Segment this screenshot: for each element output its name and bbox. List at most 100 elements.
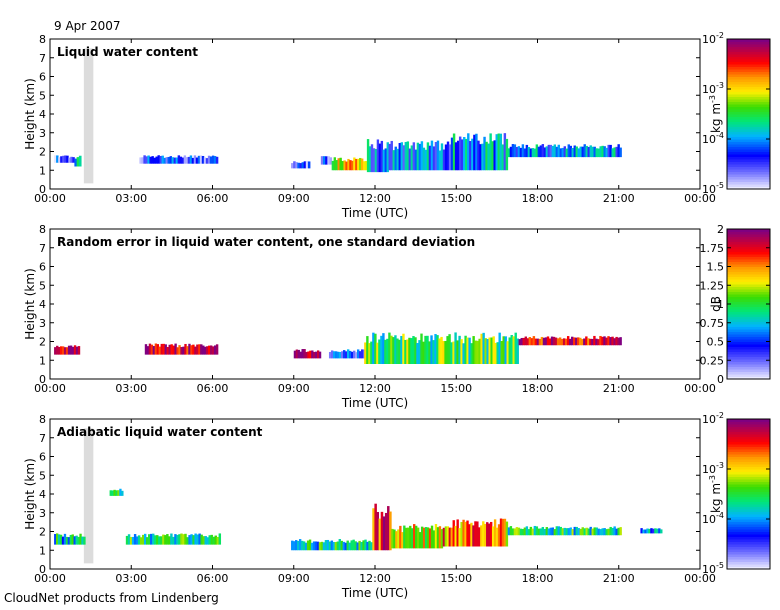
data-cell [405, 527, 408, 549]
data-cell [569, 527, 572, 536]
colorbar-segment [727, 69, 770, 72]
data-cell [605, 337, 608, 346]
data-cell [153, 157, 156, 164]
data-cell [320, 541, 324, 551]
data-cell [303, 349, 306, 359]
data-cell [337, 158, 340, 171]
colorbar-segment [727, 54, 770, 57]
data-cell [491, 141, 494, 171]
data-cell [509, 526, 513, 536]
data-cell [310, 542, 314, 551]
colorbar-unit-label: kg m-3 [708, 95, 723, 133]
colorbar-segment [727, 161, 770, 165]
colorbar-segment [727, 111, 770, 115]
colorbar-segment [727, 429, 770, 432]
colorbar-segment [727, 484, 770, 487]
data-cell [430, 525, 434, 549]
data-cell [187, 156, 191, 164]
colorbar-segment [727, 154, 770, 157]
colorbar-segment [727, 281, 770, 285]
colorbar-segment [727, 544, 770, 547]
colorbar-segment [727, 299, 770, 302]
colorbar-frame [726, 418, 771, 570]
colorbar-segment [727, 479, 770, 482]
colorbar-segment [727, 186, 770, 190]
colorbar-segment [727, 114, 770, 117]
data-cell [354, 541, 357, 551]
data-cell [306, 540, 310, 551]
data-cell [486, 338, 489, 364]
colorbar-segment [727, 66, 770, 70]
data-cell [293, 161, 296, 169]
data-cell [147, 155, 150, 164]
data-cell [410, 338, 413, 364]
data-cell [176, 534, 179, 545]
colorbar-segment [727, 259, 770, 262]
colorbar-segment [727, 171, 770, 175]
data-cell [293, 350, 297, 359]
data-cell [109, 490, 112, 496]
data-cell [77, 346, 81, 355]
colorbar-segment [727, 126, 770, 130]
y-axis-label: Height (km) [23, 268, 37, 339]
colorbar-segment [727, 489, 770, 492]
data-cell [577, 148, 580, 158]
colorbar-segment [727, 124, 770, 127]
data-cell [160, 536, 163, 545]
colorbar-tick-label: 0.5 [707, 336, 725, 349]
data-cell [611, 148, 614, 158]
data-cell [605, 529, 608, 536]
colorbar-segment [727, 314, 770, 317]
data-cell [583, 338, 586, 346]
data-cell [376, 511, 380, 551]
data-cell [577, 337, 580, 346]
colorbar-segment [727, 541, 770, 545]
colorbar-segment [727, 494, 770, 497]
data-cell [205, 158, 209, 164]
data-cell [519, 147, 523, 158]
data-cell [535, 526, 539, 536]
data-cell [514, 332, 517, 364]
data-cell [378, 143, 382, 173]
data-cell [380, 335, 383, 364]
y-tick-label: 2 [39, 336, 46, 349]
data-cell [466, 520, 469, 547]
data-cell [432, 146, 436, 171]
data-cell [143, 533, 147, 545]
data-cell [185, 157, 189, 164]
data-cell [408, 148, 412, 171]
footer-credit: CloudNet products from Lindenberg [4, 591, 219, 605]
data-cell [485, 141, 488, 171]
data-cell [370, 144, 374, 173]
data-cell [544, 337, 548, 346]
colorbar-segment [727, 139, 770, 142]
data-cell [163, 157, 166, 164]
colorbar-segment [727, 519, 770, 522]
colorbar-segment [727, 321, 770, 325]
data-cell [200, 534, 203, 545]
x-tick-label: 09:00 [278, 382, 310, 395]
data-cell [607, 528, 610, 536]
data-cell [158, 536, 161, 545]
data-cell [352, 350, 356, 359]
colorbar-segment [727, 506, 770, 510]
data-cell [146, 346, 150, 355]
colorbar-segment [727, 461, 770, 465]
data-cell [81, 536, 84, 545]
colorbar: 0 0.25 0.5 0.75 1 1.25 1.5 1.75 2 dB [700, 223, 771, 386]
data-cell [551, 145, 555, 158]
x-tick-label: 15:00 [440, 572, 472, 585]
data-cell [539, 528, 543, 536]
data-cell [517, 527, 521, 536]
colorbar-segment [727, 84, 770, 87]
data-cell [420, 333, 423, 364]
data-cell [617, 527, 620, 536]
colorbar-segment [727, 511, 770, 515]
data-cell [549, 144, 553, 158]
colorbar-segment [727, 361, 770, 365]
data-cell [601, 336, 604, 346]
data-cell [318, 351, 322, 359]
data-cell [589, 145, 592, 158]
colorbar-segment [727, 176, 770, 180]
data-cell [79, 533, 82, 545]
